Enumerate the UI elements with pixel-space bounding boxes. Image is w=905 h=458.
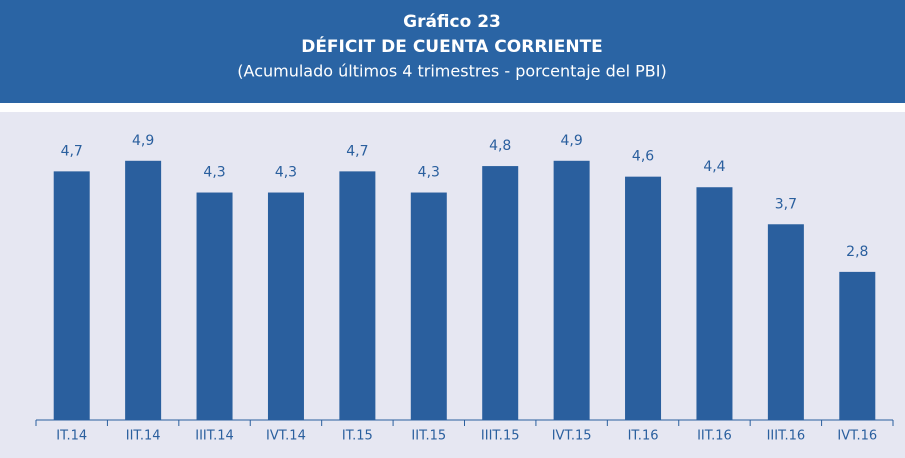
bar <box>53 171 90 420</box>
value-label: 4,7 <box>346 143 368 159</box>
value-label: 4,9 <box>560 133 582 149</box>
value-label: 3,7 <box>775 196 797 212</box>
bar <box>482 166 519 420</box>
value-label: 4,3 <box>203 165 225 181</box>
x-tick-label: IIIT.15 <box>481 429 520 444</box>
x-tick-label: IIT.16 <box>697 429 732 444</box>
bar <box>553 160 590 421</box>
value-label: 4,8 <box>489 138 511 154</box>
x-tick-label: IIIT.14 <box>195 429 234 444</box>
chart-subtitle: DÉFICIT DE CUENTA CORRIENTE <box>301 35 603 57</box>
bar <box>410 192 447 420</box>
value-label: 4,9 <box>132 133 154 149</box>
x-tick-label: IVT.16 <box>837 429 877 444</box>
bar <box>625 176 662 420</box>
x-tick-label: IT.16 <box>628 429 659 444</box>
x-tick-label: IIT.14 <box>126 429 161 444</box>
value-label: 2,8 <box>846 244 868 260</box>
bar <box>339 171 376 420</box>
value-label: 4,7 <box>61 143 83 159</box>
value-label: 4,3 <box>275 165 297 181</box>
bar <box>696 187 733 420</box>
x-tick-label: IT.15 <box>342 429 373 444</box>
value-label: 4,6 <box>632 149 654 165</box>
header-band <box>0 0 905 103</box>
bar <box>267 192 304 420</box>
value-label: 4,4 <box>703 159 725 175</box>
x-tick-label: IIIT.16 <box>767 429 806 444</box>
x-tick-label: IVT.15 <box>552 429 592 444</box>
chart-note: (Acumulado últimos 4 trimestres - porcen… <box>237 62 666 81</box>
bar <box>196 192 233 420</box>
value-label: 4,3 <box>418 165 440 181</box>
chart-title: Gráfico 23 <box>403 12 501 32</box>
bar <box>839 271 876 420</box>
x-tick-label: IIT.15 <box>411 429 446 444</box>
bar <box>767 224 804 420</box>
x-tick-label: IT.14 <box>56 429 87 444</box>
x-tick-label: IVT.14 <box>266 429 306 444</box>
bar <box>125 160 162 421</box>
